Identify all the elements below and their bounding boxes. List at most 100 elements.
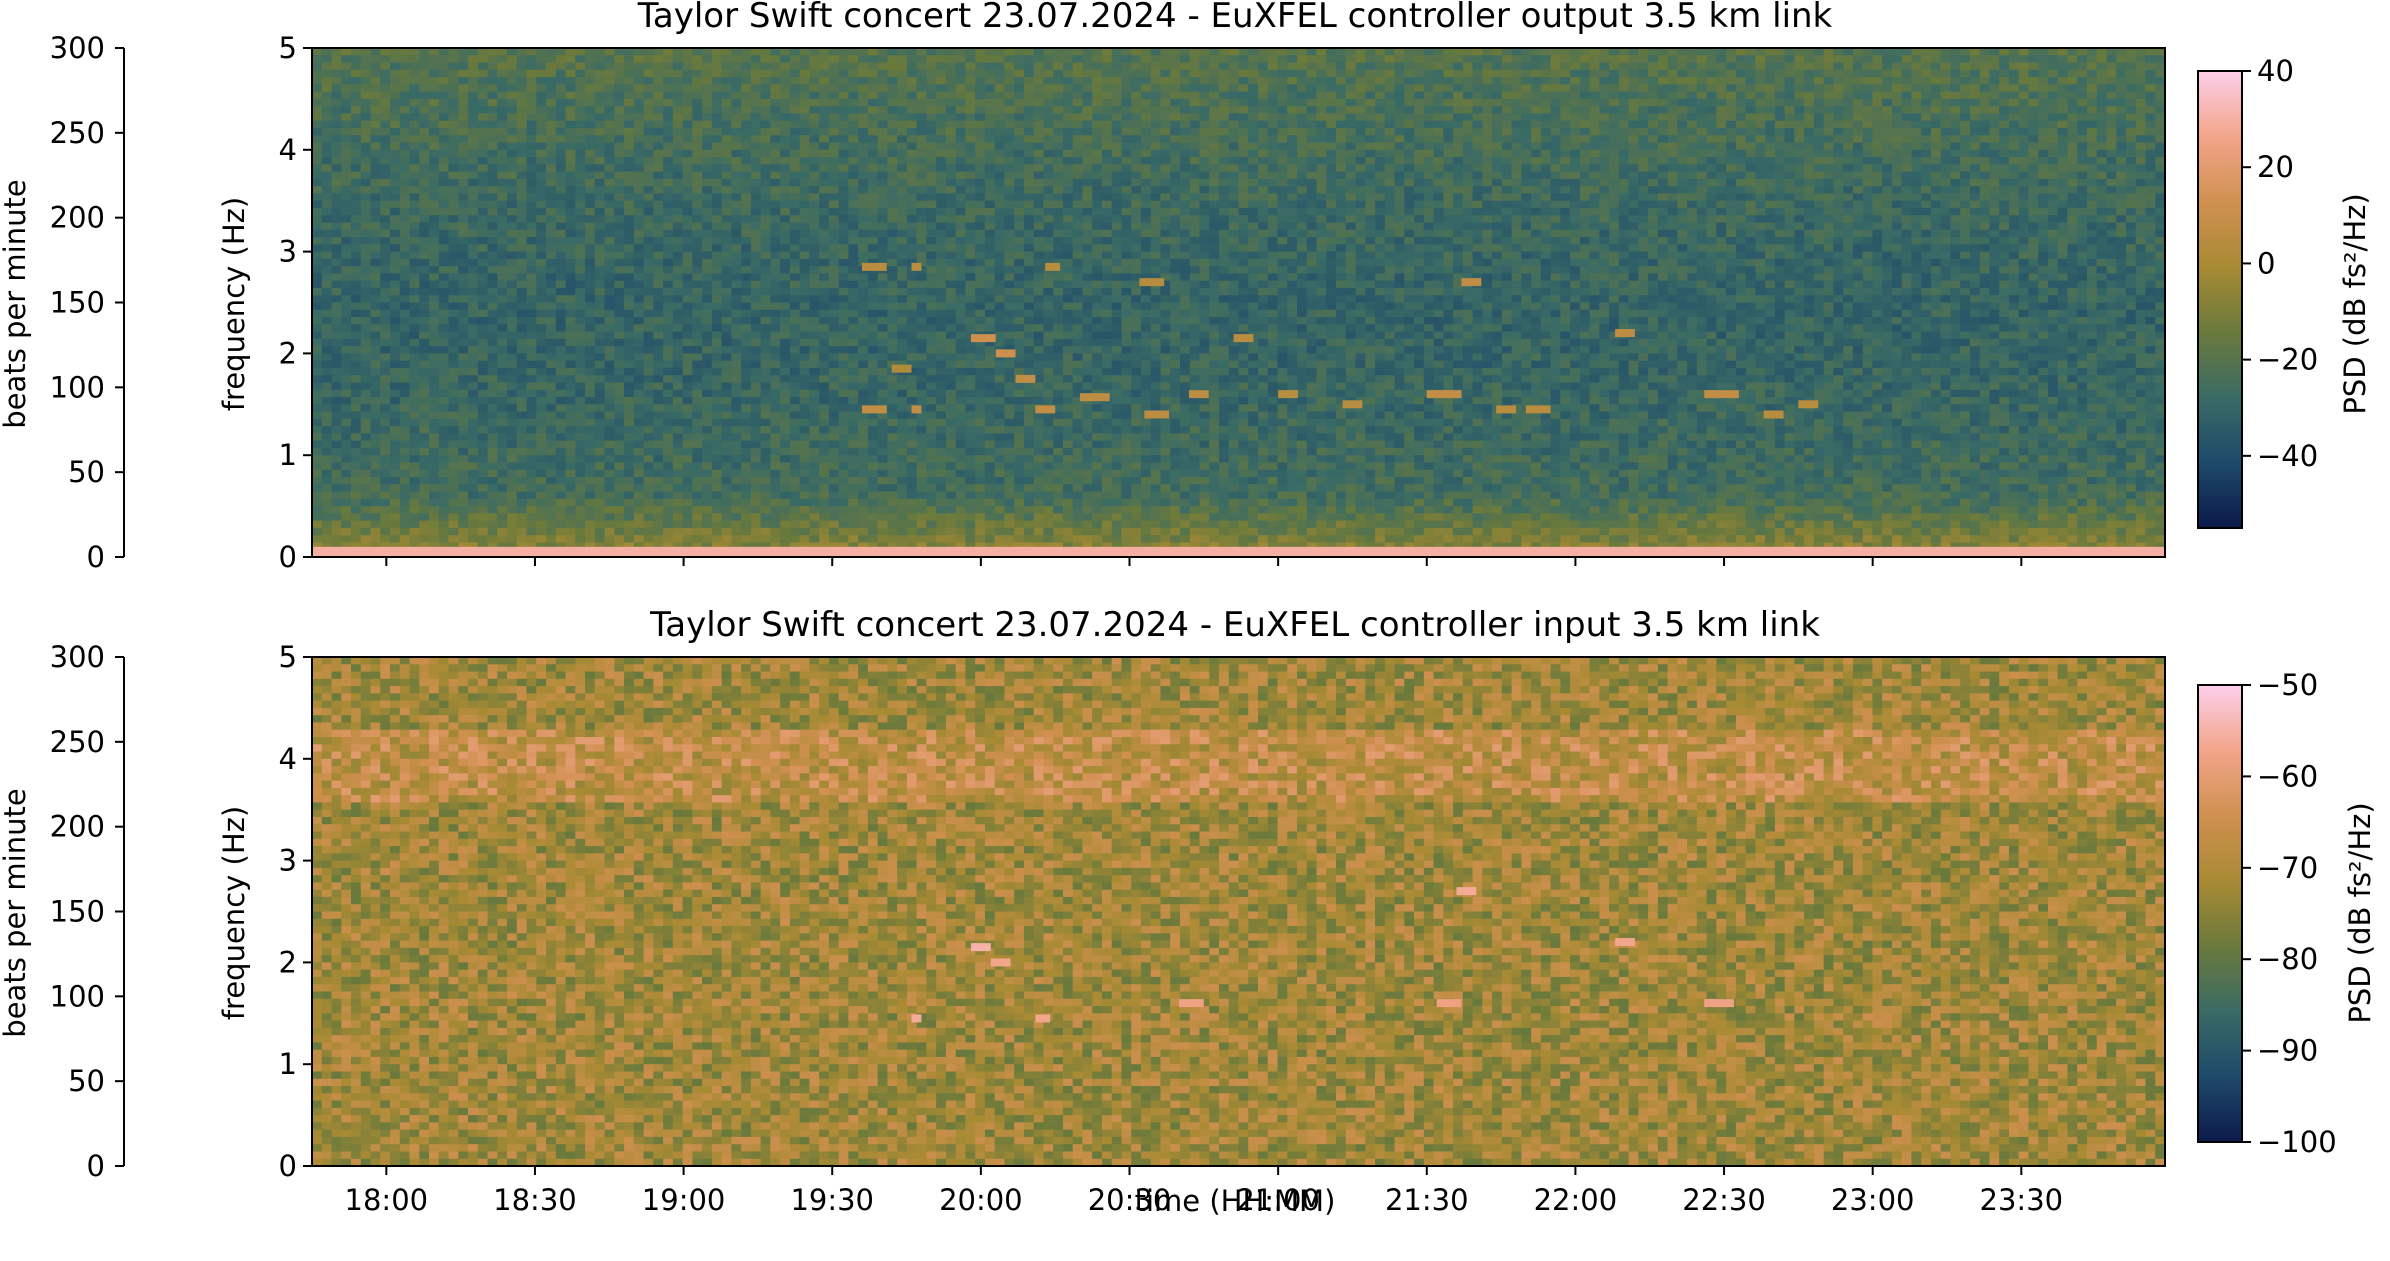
- heatmap-cell: [1326, 201, 1336, 209]
- heatmap-cell: [1082, 48, 1092, 56]
- heatmap-cell: [1853, 84, 1863, 92]
- heatmap-cell: [936, 135, 946, 143]
- heatmap-cell: [1375, 121, 1385, 129]
- heatmap-cell: [1541, 128, 1551, 136]
- heatmap-cell: [1824, 63, 1834, 71]
- heatmap-cell: [761, 135, 771, 143]
- heatmap-cell: [1229, 215, 1239, 223]
- heatmap-cell: [1502, 179, 1512, 187]
- heatmap-cell: [1297, 92, 1307, 100]
- heatmap-cell: [1599, 63, 1609, 71]
- heatmap-cell: [1092, 215, 1102, 223]
- heatmap-cell: [683, 215, 693, 223]
- heatmap-cell: [1833, 135, 1843, 143]
- heatmap-cell: [1395, 186, 1405, 194]
- heatmap-cell: [1151, 223, 1161, 231]
- heatmap-cell: [1443, 63, 1453, 71]
- heatmap-cell: [946, 164, 956, 172]
- heatmap-cell: [527, 143, 537, 151]
- heatmap-cell: [595, 230, 605, 238]
- heatmap-cell: [1473, 70, 1483, 78]
- heatmap-cell: [1092, 113, 1102, 121]
- heatmap-cell: [1346, 223, 1356, 231]
- heatmap-cell: [1112, 106, 1122, 114]
- heatmap-cell: [341, 113, 351, 121]
- heatmap-cell: [2009, 230, 2019, 238]
- heatmap-cell: [809, 121, 819, 129]
- heatmap-cell: [917, 230, 927, 238]
- heatmap-cell: [1941, 201, 1951, 209]
- heatmap-cell: [809, 92, 819, 100]
- heatmap-cell: [839, 55, 849, 63]
- heatmap-cell: [839, 84, 849, 92]
- heatmap-cell: [1473, 92, 1483, 100]
- heatmap-cell: [2067, 128, 2077, 136]
- heatmap-cell: [546, 99, 556, 107]
- heatmap-cell: [1941, 150, 1951, 158]
- heatmap-cell: [1541, 230, 1551, 238]
- heatmap-cell: [819, 128, 829, 136]
- heatmap-cell: [1609, 106, 1619, 114]
- heatmap-cell: [380, 70, 390, 78]
- heatmap-cell: [497, 164, 507, 172]
- heatmap-cell: [351, 106, 361, 114]
- heatmap-cell: [1063, 150, 1073, 158]
- heatmap-cell: [2116, 186, 2126, 194]
- heatmap-cell: [1209, 164, 1219, 172]
- heatmap-cell: [985, 215, 995, 223]
- heatmap-cell: [1121, 77, 1131, 85]
- heatmap-cell: [1599, 208, 1609, 216]
- heatmap-cell: [546, 84, 556, 92]
- heatmap-cell: [322, 84, 332, 92]
- heatmap-cell: [624, 215, 634, 223]
- heatmap-cell: [2077, 143, 2087, 151]
- heatmap-cell: [439, 143, 449, 151]
- heatmap-cell: [926, 135, 936, 143]
- heatmap-cell: [1248, 84, 1258, 92]
- heatmap-cell: [624, 143, 634, 151]
- heatmap-cell: [1677, 92, 1687, 100]
- heatmap-cell: [1375, 48, 1385, 56]
- heatmap-cell: [965, 215, 975, 223]
- heatmap-cell: [1590, 164, 1600, 172]
- heatmap-cell: [468, 77, 478, 85]
- heatmap-cell: [2028, 77, 2038, 85]
- heatmap-cell: [527, 77, 537, 85]
- heatmap-cell: [614, 84, 624, 92]
- heatmap-cell: [2019, 70, 2029, 78]
- heatmap-cell: [1219, 121, 1229, 129]
- heatmap-cell: [1160, 70, 1170, 78]
- heatmap-cell: [2126, 48, 2136, 56]
- heatmap-cell: [1043, 84, 1053, 92]
- heatmap-cell: [1424, 230, 1434, 238]
- heatmap-cell: [926, 201, 936, 209]
- heatmap-cell: [1911, 77, 1921, 85]
- heatmap-cell: [1853, 172, 1863, 180]
- heatmap-cell: [1434, 106, 1444, 114]
- heatmap-cell: [1473, 143, 1483, 151]
- heatmap-cell: [1336, 186, 1346, 194]
- heatmap-cell: [585, 48, 595, 56]
- heatmap-cell: [1414, 201, 1424, 209]
- heatmap-cell: [965, 201, 975, 209]
- heatmap-cell: [410, 186, 420, 194]
- heatmap-cell: [1375, 193, 1385, 201]
- heatmap-cell: [848, 84, 858, 92]
- heatmap-cell: [546, 63, 556, 71]
- heatmap-cell: [1551, 92, 1561, 100]
- heatmap-cell: [390, 113, 400, 121]
- heatmap-cell: [1131, 63, 1141, 71]
- heatmap-cell: [1658, 172, 1668, 180]
- heatmap-cell: [1804, 215, 1814, 223]
- heatmap-cell: [653, 157, 663, 165]
- heatmap-cell: [322, 113, 332, 121]
- heatmap-cell: [1092, 230, 1102, 238]
- heatmap-cell: [1482, 223, 1492, 231]
- heatmap-cell: [556, 172, 566, 180]
- heatmap-cell: [449, 157, 459, 165]
- heatmap-cell: [692, 223, 702, 231]
- heatmap-cell: [1141, 150, 1151, 158]
- heatmap-cell: [1268, 201, 1278, 209]
- heatmap-cell: [1024, 223, 1034, 231]
- heatmap-cell: [1843, 193, 1853, 201]
